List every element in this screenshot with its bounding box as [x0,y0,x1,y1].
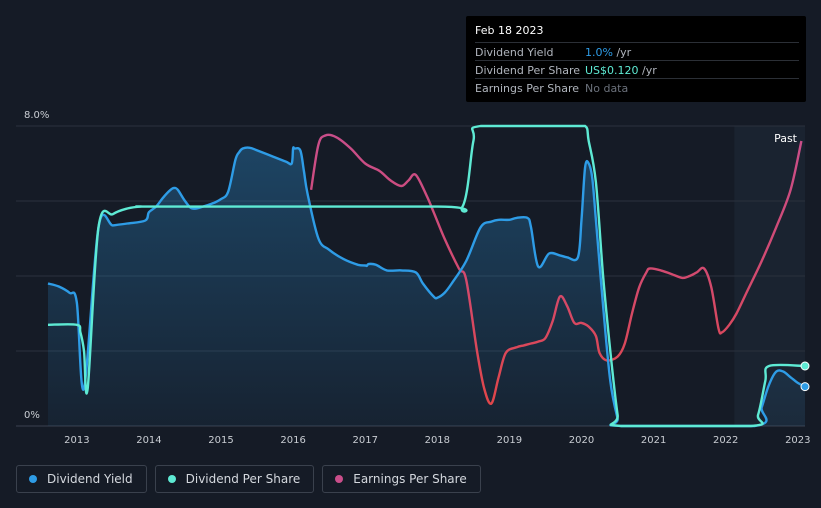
legend: Dividend Yield Dividend Per Share Earnin… [16,465,481,495]
x-tick-label: 2023 [785,435,810,446]
dividend-per-share-end-marker [800,361,810,371]
x-tick-label: 2017 [352,435,377,446]
x-tick-label: 2015 [208,435,233,446]
x-tick-label: 2016 [280,435,305,446]
series-layer [47,124,810,428]
past-label: Past [774,132,798,145]
x-tick-label: 2021 [641,435,666,446]
y-tick-label-bottom: 0% [24,410,40,421]
x-tick-label: 2020 [569,435,594,446]
legend-dot-icon [335,475,344,483]
tooltip-row-dividend-yield: Dividend Yield 1.0% /yr [475,42,799,60]
legend-item-earnings-per-share[interactable]: Earnings Per Share [322,465,481,493]
x-tick-label: 2013 [64,435,89,446]
tooltip-date: Feb 18 2023 [475,24,544,37]
x-tick-label: 2019 [497,435,522,446]
tooltip: Feb 18 2023 Dividend Yield 1.0% /yr Divi… [466,16,806,102]
x-tick-label: 2022 [713,435,738,446]
dividend-per-share-line [47,124,806,428]
legend-dot-icon [29,475,37,483]
tooltip-value: US$0.120 /yr [585,64,657,77]
x-tick-label: 2018 [425,435,450,446]
tooltip-value: No data [585,82,629,95]
tooltip-label: Earnings Per Share [475,82,580,95]
tooltip-label: Dividend Yield [475,46,554,59]
y-tick-label-top: 8.0% [24,110,49,121]
legend-label: Earnings Per Share [353,472,467,486]
tooltip-label: Dividend Per Share [475,64,581,77]
legend-label: Dividend Per Share [185,472,301,486]
x-axis: 2013 2014 2015 2016 2017 2018 2019 2020 2021 2022… [64,435,810,446]
tooltip-row-dividend-per-share: Dividend Per Share US$0.120 /yr [475,60,799,78]
legend-item-dividend-yield[interactable]: Dividend Yield [16,465,147,493]
tooltip-row-earnings-per-share: Earnings Per Share No data [475,78,799,96]
legend-dot-icon [167,475,176,483]
x-tick-label: 2014 [136,435,161,446]
dividend-yield-end-marker [800,382,810,392]
legend-label: Dividend Yield [47,472,133,486]
earnings-per-share-line [309,133,803,405]
dividend-yield-line [47,146,806,428]
tooltip-value: 1.0% /yr [585,46,632,59]
dividend-yield-area [48,147,805,427]
legend-item-dividend-per-share[interactable]: Dividend Per Share [154,465,315,493]
